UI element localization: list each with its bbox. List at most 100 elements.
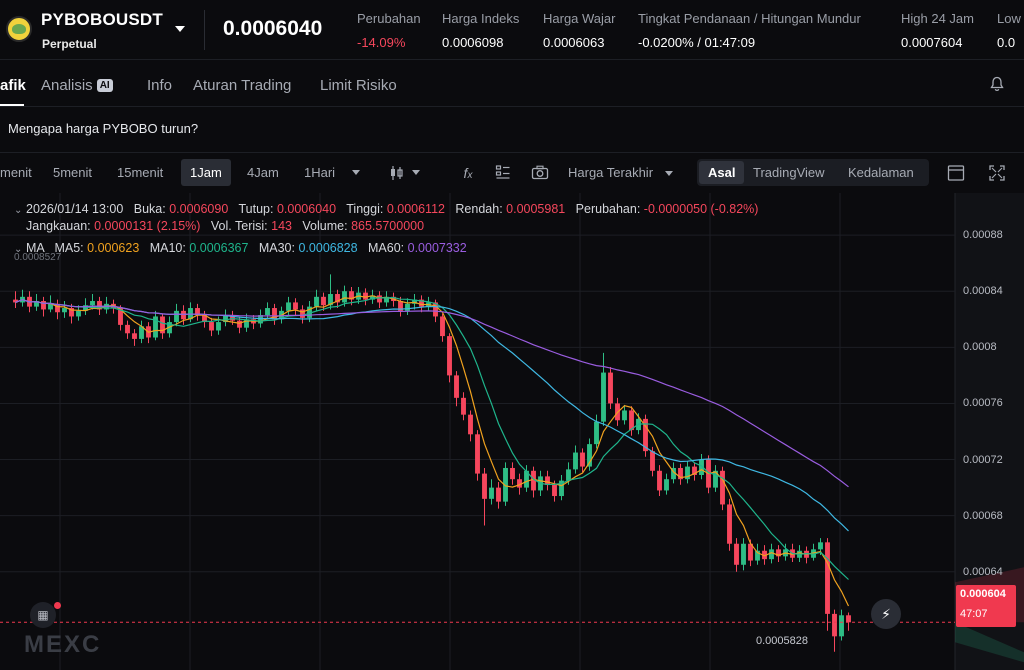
candle-type-icon[interactable] bbox=[388, 164, 406, 182]
candle-body bbox=[370, 295, 375, 300]
candle-body bbox=[846, 615, 851, 623]
candle-body bbox=[314, 296, 319, 307]
stat-value: 0.0006098 bbox=[442, 35, 504, 50]
stat-label: Harga Wajar bbox=[543, 11, 616, 26]
collapse-legend-icon[interactable]: ⌄ bbox=[14, 205, 23, 216]
candle-body bbox=[468, 414, 473, 435]
contract-type: Perpetual bbox=[42, 37, 97, 51]
stat-value: -0.0200% / 01:47:09 bbox=[638, 35, 756, 50]
candle-body bbox=[713, 470, 718, 488]
candle-body bbox=[412, 299, 417, 304]
candle-body bbox=[69, 308, 74, 317]
ma60-line bbox=[15, 298, 849, 488]
candle-body bbox=[300, 309, 305, 318]
timeframe-more-icon[interactable] bbox=[352, 170, 360, 175]
candle-body bbox=[489, 487, 494, 499]
visible-high-label: 0.0008527 bbox=[14, 252, 62, 263]
active-tab-indicator bbox=[0, 104, 24, 106]
fullscreen-icon[interactable] bbox=[988, 164, 1006, 182]
stat-index-price[interactable]: Harga Indeks 0.0006098 bbox=[442, 11, 519, 50]
legend-filled-label: Vol. Terisi: bbox=[210, 219, 268, 233]
timeframe-15m[interactable]: 15menit bbox=[117, 165, 164, 180]
bell-icon[interactable] bbox=[989, 76, 1005, 92]
candle-body bbox=[258, 315, 263, 324]
stat-value: -14.09% bbox=[357, 35, 406, 50]
price-source-dropdown-icon[interactable] bbox=[665, 171, 673, 176]
ai-question-link[interactable]: Mengapa harga PYBOBO turun? bbox=[8, 121, 199, 136]
candle-body bbox=[433, 302, 438, 317]
candle-body bbox=[384, 296, 389, 303]
candle-body bbox=[769, 549, 774, 560]
stat-label: Low bbox=[997, 11, 1021, 26]
legend-range: 0.0000131 (2.15%) bbox=[94, 219, 201, 233]
tab-label: Analisis bbox=[41, 77, 93, 94]
candle-body bbox=[517, 479, 522, 488]
view-original[interactable]: Asal bbox=[699, 161, 745, 184]
candle-body bbox=[650, 451, 655, 471]
symbol-dropdown-icon[interactable] bbox=[175, 26, 185, 32]
candle-body bbox=[125, 324, 130, 334]
stat-high-24h: High 24 Jam 0.0007604 bbox=[901, 11, 974, 50]
timeframe-1m[interactable]: menit bbox=[0, 165, 32, 180]
candle-body bbox=[699, 459, 704, 475]
layout-icon[interactable] bbox=[947, 164, 965, 182]
stat-fair-price[interactable]: Harga Wajar 0.0006063 bbox=[543, 11, 615, 50]
chart-view-switch: Asal TradingView Kedalaman bbox=[697, 159, 929, 186]
candle-body bbox=[55, 303, 60, 313]
view-tradingview[interactable]: TradingView bbox=[753, 165, 825, 180]
candle-type-dropdown-icon[interactable] bbox=[412, 170, 420, 175]
legend-low: 0.0005981 bbox=[506, 202, 566, 216]
candle-body bbox=[580, 452, 585, 467]
stat-label: Tingkat Pendanaan / Hitungan Mundur bbox=[638, 11, 861, 26]
candle-body bbox=[328, 294, 333, 306]
notification-dot bbox=[54, 602, 61, 609]
timeframe-1d[interactable]: 1Hari bbox=[304, 165, 336, 180]
candle-body bbox=[587, 444, 592, 467]
candle-body bbox=[209, 322, 214, 331]
tab-chart[interactable]: afik bbox=[0, 77, 26, 94]
tab-info[interactable]: Info bbox=[147, 77, 173, 94]
tab-analysis[interactable]: Analisis AI bbox=[41, 77, 113, 94]
candle-body bbox=[97, 301, 102, 310]
candle-body bbox=[601, 372, 606, 422]
legend-change: -0.0000050 (-0.82%) bbox=[643, 202, 759, 216]
y-tick-label: 0.00072 bbox=[963, 453, 1003, 466]
stat-change: Perubahan -14.09% bbox=[357, 11, 421, 50]
legend-low-label: Rendah: bbox=[455, 202, 503, 216]
candle-body bbox=[139, 326, 144, 339]
indicator-fx-icon[interactable]: fx bbox=[463, 165, 473, 181]
candle-body bbox=[727, 504, 732, 544]
candle-body bbox=[692, 466, 697, 475]
candle-body bbox=[720, 470, 725, 505]
ma5-label: MA5: bbox=[54, 241, 84, 255]
template-grid-icon[interactable] bbox=[495, 164, 511, 180]
candle-body bbox=[503, 467, 508, 502]
candle-body bbox=[349, 291, 354, 300]
candle-body bbox=[552, 484, 557, 497]
symbol-name[interactable]: PYBOBOUSDT bbox=[41, 10, 163, 29]
tab-risk-limit[interactable]: Limit Risiko bbox=[320, 77, 397, 94]
collapse-ma-icon[interactable]: ⌄ bbox=[14, 244, 23, 255]
camera-icon[interactable] bbox=[531, 165, 549, 180]
timeframe-1h[interactable]: 1Jam bbox=[181, 159, 231, 186]
stat-funding-rate[interactable]: Tingkat Pendanaan / Hitungan Mundur -0.0… bbox=[638, 11, 861, 50]
calendar-icon[interactable]: ▦ bbox=[30, 602, 56, 628]
stat-value: 0.0006063 bbox=[543, 35, 605, 50]
y-tick-label: 0.00076 bbox=[963, 397, 1003, 410]
flash-order-icon[interactable]: ⚡ bbox=[871, 599, 901, 629]
ma30-label: MA30: bbox=[258, 241, 295, 255]
candle-body bbox=[573, 452, 578, 470]
timeframe-5m[interactable]: 5menit bbox=[53, 165, 93, 180]
legend-close-label: Tutup: bbox=[238, 202, 274, 216]
candle-body bbox=[454, 375, 459, 398]
price-chart[interactable]: ⌄ 2026/01/14 13:00 Buka: 0.0006090 Tutup:… bbox=[0, 193, 1024, 670]
divider bbox=[204, 10, 205, 50]
view-depth[interactable]: Kedalaman bbox=[848, 165, 914, 180]
main-tabs: afik Analisis AI Info Aturan Trading Limi… bbox=[0, 61, 1024, 107]
price-source-select[interactable]: Harga Terakhir bbox=[568, 165, 654, 180]
candle-body bbox=[741, 543, 746, 565]
candlestick-chart[interactable] bbox=[0, 193, 1024, 670]
tab-trading-rules[interactable]: Aturan Trading bbox=[193, 77, 292, 94]
legend-filled: 143 bbox=[271, 219, 292, 233]
timeframe-4h[interactable]: 4Jam bbox=[247, 165, 279, 180]
